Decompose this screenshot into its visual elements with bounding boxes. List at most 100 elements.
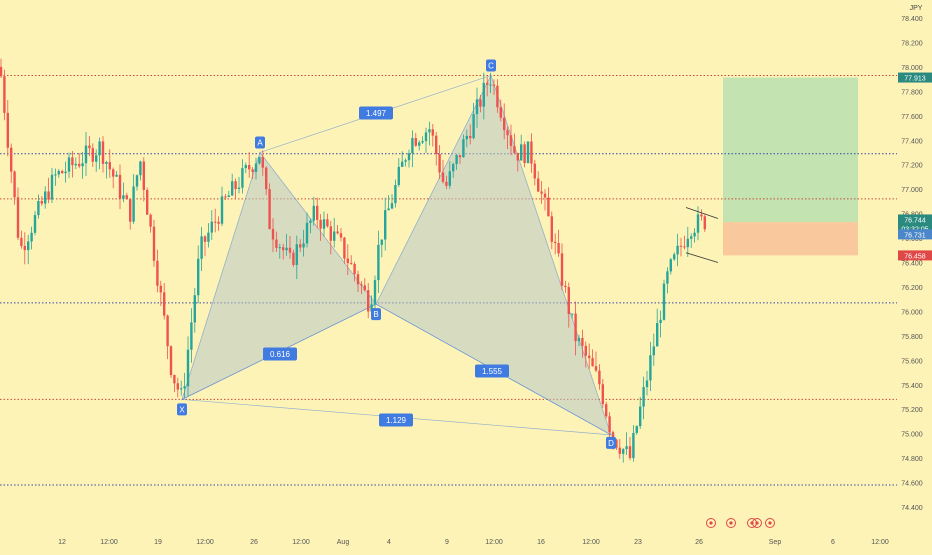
point-label-B: B bbox=[373, 310, 378, 319]
candle-body-56 bbox=[186, 349, 190, 387]
candle-body-200 bbox=[676, 245, 679, 255]
candle-body-4 bbox=[10, 147, 13, 172]
time-tick-label: Sep bbox=[769, 539, 782, 546]
candle-body-191 bbox=[645, 380, 649, 388]
point-label-C: C bbox=[488, 61, 494, 70]
price-tick-label: 75.400 bbox=[901, 383, 923, 390]
candle-body-77 bbox=[258, 157, 261, 164]
target-zone[interactable] bbox=[723, 77, 858, 223]
candle-body-207 bbox=[700, 214, 703, 217]
candle-body-47 bbox=[156, 260, 159, 286]
candle-body-58 bbox=[193, 295, 196, 323]
event-marker-5[interactable] bbox=[765, 518, 775, 528]
price-tick-label: 77.400 bbox=[901, 138, 923, 145]
candle-body-64 bbox=[214, 221, 217, 223]
candle-body-157 bbox=[530, 141, 533, 164]
candle-body-148 bbox=[499, 107, 502, 118]
channel-lines[interactable] bbox=[685, 207, 719, 263]
candle-body-180 bbox=[608, 416, 611, 433]
position-tool[interactable] bbox=[723, 77, 858, 256]
candle-body-117 bbox=[394, 184, 397, 204]
time-tick-label: 12:00 bbox=[582, 539, 600, 546]
candle-body-176 bbox=[594, 366, 598, 371]
candle-body-112 bbox=[377, 244, 380, 281]
candle-body-21 bbox=[67, 157, 71, 172]
candle-body-15 bbox=[47, 191, 50, 200]
price-tick-label: 76.000 bbox=[901, 309, 923, 316]
candle-body-85 bbox=[285, 247, 288, 251]
candle-body-132 bbox=[445, 181, 448, 186]
candle-body-25 bbox=[81, 163, 84, 167]
candle-body-179 bbox=[605, 404, 608, 417]
candle-body-5 bbox=[13, 171, 16, 198]
candle-body-68 bbox=[227, 195, 230, 197]
point-label-bg-C bbox=[486, 59, 496, 72]
candle-body-171 bbox=[577, 337, 581, 342]
candle-body-55 bbox=[183, 386, 186, 389]
event-marker-dot-5 bbox=[768, 521, 772, 525]
ratio-label-xab: 0.616 bbox=[270, 350, 291, 359]
candle-body-197 bbox=[666, 271, 669, 284]
candle-body-91 bbox=[305, 222, 309, 244]
price-tick-label: 75.600 bbox=[901, 358, 923, 365]
candle-body-98 bbox=[329, 226, 332, 241]
candle-body-146 bbox=[492, 84, 496, 86]
candle-body-166 bbox=[560, 253, 564, 286]
time-tick-label: 12:00 bbox=[196, 539, 214, 546]
candle-body-18 bbox=[57, 170, 60, 175]
candle-body-140 bbox=[472, 114, 475, 139]
price-tick-label: 77.200 bbox=[901, 163, 923, 170]
event-marker-1[interactable] bbox=[706, 518, 716, 528]
candle-body-137 bbox=[462, 139, 465, 158]
candle-body-23 bbox=[74, 163, 77, 166]
channel-lower-line[interactable] bbox=[685, 252, 719, 263]
candle-body-133 bbox=[448, 171, 451, 186]
candle-body-49 bbox=[163, 292, 166, 316]
price-axis[interactable]: 78.400 78.200 78.000 77.800 77.600 77.400 77.2… bbox=[901, 16, 923, 512]
candle-body-38 bbox=[125, 195, 128, 200]
candle-body-154 bbox=[520, 144, 523, 161]
time-tick-label: 12:00 bbox=[871, 539, 889, 546]
currency-label: JPY bbox=[910, 5, 923, 12]
candle-body-87 bbox=[292, 252, 295, 265]
event-markers[interactable] bbox=[706, 518, 775, 528]
candle-body-192 bbox=[649, 355, 652, 381]
candle-body-206 bbox=[696, 214, 700, 233]
target-price-tag-bg bbox=[898, 72, 932, 83]
candle-body-116 bbox=[390, 203, 394, 209]
candle-body-96 bbox=[322, 219, 326, 229]
candle-body-208 bbox=[703, 216, 706, 230]
candle-body-190 bbox=[642, 387, 645, 407]
candle-body-11 bbox=[33, 215, 37, 233]
candle-body-134 bbox=[452, 164, 455, 172]
ratio-label-bg-abc bbox=[359, 106, 393, 120]
candle-body-147 bbox=[496, 85, 499, 108]
candle-body-124 bbox=[418, 142, 421, 146]
candle-body-2 bbox=[3, 76, 6, 113]
channel-upper-line[interactable] bbox=[685, 207, 719, 219]
candle-body-6 bbox=[16, 197, 20, 238]
candle-body-169 bbox=[571, 313, 574, 315]
ratio-label-bcd: 1.555 bbox=[482, 367, 503, 376]
candle-body-72 bbox=[241, 168, 244, 188]
event-marker-4[interactable] bbox=[752, 518, 762, 528]
candle-body-162 bbox=[547, 197, 550, 217]
candle-body-86 bbox=[288, 247, 292, 253]
price-tick-label: 74.800 bbox=[901, 456, 923, 463]
candle-body-141 bbox=[475, 99, 479, 115]
stop-zone[interactable] bbox=[723, 222, 858, 256]
candle-body-83 bbox=[278, 247, 281, 249]
candle-body-41 bbox=[135, 175, 139, 187]
candle-body-10 bbox=[30, 232, 33, 242]
candle-body-193 bbox=[652, 346, 655, 356]
point-label-D: D bbox=[608, 439, 614, 448]
candle-body-40 bbox=[132, 186, 135, 222]
candle-body-113 bbox=[380, 239, 383, 245]
price-tick-label: 77.000 bbox=[901, 187, 923, 194]
event-marker-2[interactable] bbox=[726, 518, 736, 528]
candle-body-172 bbox=[581, 337, 584, 346]
candle-body-150 bbox=[506, 130, 509, 136]
candle-body-126 bbox=[424, 132, 428, 142]
candle-body-177 bbox=[598, 370, 601, 385]
time-axis[interactable]: 12 12:00 19 12:00 26 12:00 Aug 4 9 12:00 16 12:00 23… bbox=[58, 539, 889, 546]
